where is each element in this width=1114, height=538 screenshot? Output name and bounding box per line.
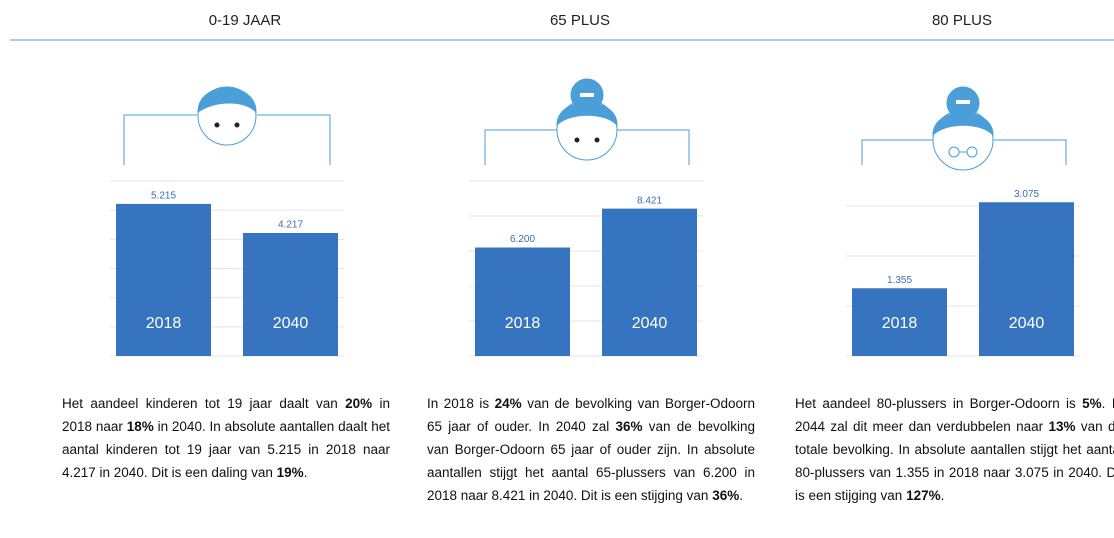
bold-text: 19% [277,465,304,480]
chart-title: 0-19 JAAR [209,12,282,29]
page: 0-19 JAAR 5.215 2018 4.217 2040 65 PLUS 6.200 2… [0,0,1114,538]
paragraph: Het aandeel kinderen tot 19 jaar daalt v… [62,392,390,484]
bar [602,209,697,356]
bold-text: 36% [615,419,642,434]
text: . [739,488,743,503]
elderly-icon [862,87,1066,170]
senior-icon [485,79,689,165]
category-label: 2018 [882,315,918,332]
category-label: 2018 [146,315,182,332]
chart-title: 65 PLUS [550,12,610,29]
bar [475,248,570,357]
value-label: 3.075 [1014,189,1039,200]
bar [979,202,1074,356]
paragraph: Het aandeel 80-plussers in Borger-Odoorn… [795,392,1114,507]
bold-text: 127% [906,488,941,503]
category-label: 2040 [632,315,668,332]
text: Het aandeel kinderen tot 19 jaar daalt v… [62,396,345,411]
bold-text: 36% [712,488,739,503]
bold-text: 5% [1082,396,1102,411]
value-label: 1.355 [887,275,912,286]
category-label: 2018 [505,315,541,332]
text: In 2018 is [427,396,495,411]
value-label: 8.421 [637,195,662,206]
bar [243,233,338,356]
bold-text: 24% [495,396,522,411]
value-label: 5.215 [151,191,176,202]
bold-text: 13% [1049,419,1076,434]
chart-title: 80 PLUS [932,12,992,29]
value-label: 4.217 [278,220,303,231]
value-label: 6.200 [510,234,535,245]
text: Het aandeel 80-plussers in Borger-Odoorn… [795,396,1082,411]
category-label: 2040 [273,315,309,332]
text: . [941,488,945,503]
child-icon [124,87,330,165]
bar [116,204,211,356]
paragraph: In 2018 is 24% van de bevolking van Borg… [427,392,755,507]
bold-text: 18% [127,419,154,434]
bold-text: 20% [345,396,372,411]
category-label: 2040 [1009,315,1045,332]
text: . [304,465,308,480]
